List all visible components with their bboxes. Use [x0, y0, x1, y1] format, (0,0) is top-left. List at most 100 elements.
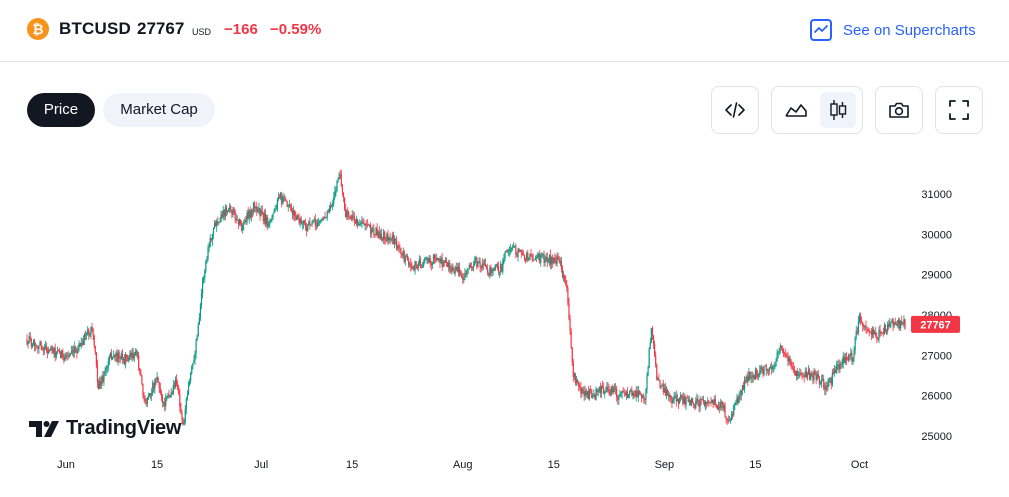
candle-body — [456, 266, 458, 272]
candle-body — [188, 380, 191, 386]
candle-body — [519, 249, 521, 252]
candle-body — [125, 354, 127, 365]
candle-body — [856, 330, 858, 333]
candle-body — [761, 366, 763, 370]
candle-body — [815, 372, 817, 380]
candle-body — [328, 208, 331, 213]
candle-body — [674, 395, 676, 397]
candle-body — [361, 221, 363, 223]
candle-body — [217, 220, 219, 223]
candle-body — [121, 353, 123, 359]
candle-body — [528, 259, 530, 261]
candle-body — [819, 383, 822, 385]
candle-body — [894, 321, 896, 325]
candle-body — [526, 252, 528, 260]
candle-body — [508, 249, 510, 252]
candle-body — [901, 320, 903, 324]
candle-body — [327, 211, 329, 213]
candle-body — [330, 206, 333, 207]
candle-body — [669, 395, 671, 398]
candle-body — [472, 265, 475, 268]
candle-body — [681, 395, 683, 399]
candle-body — [560, 260, 562, 269]
candle-body — [387, 233, 389, 241]
candle-body — [350, 217, 352, 220]
candle-body — [559, 260, 561, 263]
candle-body — [208, 246, 210, 248]
candle-series — [26, 169, 906, 426]
candle-body — [225, 207, 228, 213]
candle-body — [277, 197, 280, 200]
candle-body — [464, 273, 466, 279]
candle-body — [730, 413, 733, 421]
candle-body — [538, 254, 540, 257]
candle-body — [258, 208, 260, 212]
candle-body — [853, 350, 855, 358]
candle-body — [146, 398, 148, 405]
candle-body — [404, 257, 406, 262]
candle-body — [767, 369, 770, 371]
candle-body — [425, 258, 427, 259]
candle-body — [379, 233, 381, 239]
candle-body — [574, 374, 577, 383]
candle-body — [655, 356, 657, 366]
candle-body — [108, 357, 110, 362]
candle-body — [713, 399, 715, 405]
candle-body — [212, 228, 215, 235]
candle-body — [147, 396, 150, 399]
area-chart-button[interactable] — [778, 92, 814, 128]
x-tick-label: Jun — [57, 459, 75, 471]
candle-body — [269, 221, 271, 225]
candle-body — [649, 341, 651, 349]
candle-body — [517, 248, 519, 258]
candle-body — [177, 384, 179, 390]
candle-body — [413, 267, 415, 271]
embed-code-button[interactable] — [717, 92, 753, 128]
candle-body — [612, 389, 615, 392]
candle-body — [888, 324, 890, 327]
fullscreen-button[interactable] — [941, 92, 977, 128]
candle-body — [446, 262, 449, 267]
symbol-name: BTCUSD — [59, 19, 132, 38]
candle-body — [751, 376, 753, 378]
candle-body — [389, 237, 391, 241]
price-chart[interactable]: 25000260002700028000290003000031000 Jun1… — [0, 140, 1009, 490]
candle-body — [28, 336, 30, 343]
candle-body — [755, 369, 758, 376]
candle-body — [256, 206, 258, 213]
candle-body — [594, 394, 596, 400]
candle-body — [381, 239, 384, 241]
candle-body — [388, 237, 390, 241]
candle-body — [32, 341, 35, 345]
candle-body — [390, 239, 392, 241]
candle-body — [422, 265, 424, 268]
candle-body — [702, 399, 704, 402]
candle-body — [113, 355, 115, 358]
candle-body — [468, 264, 470, 270]
candle-body — [435, 258, 437, 260]
candle-body — [454, 270, 456, 274]
candle-body — [816, 373, 818, 380]
snapshot-button[interactable] — [881, 92, 917, 128]
candle-body — [431, 261, 433, 266]
x-tick-label: 15 — [346, 459, 358, 471]
candle-body — [439, 259, 441, 263]
candle-body — [595, 388, 597, 400]
candle-body — [106, 366, 108, 369]
fullscreen-toolbar-group — [935, 86, 983, 134]
candle-body — [190, 373, 192, 381]
candle-body — [817, 373, 819, 378]
tab-price[interactable]: Price — [27, 93, 95, 127]
candle-body — [496, 264, 499, 267]
candle-body — [898, 319, 901, 329]
candle-body — [760, 366, 762, 371]
y-tick-label: 29000 — [921, 270, 952, 282]
candle-body — [241, 223, 243, 231]
candle-body — [756, 375, 759, 377]
candlestick-chart-button[interactable] — [820, 92, 856, 128]
candle-body — [429, 258, 431, 264]
candle-body — [414, 261, 416, 271]
tab-market-cap[interactable]: Market Cap — [103, 93, 215, 127]
see-on-supercharts-link[interactable]: See on Supercharts — [810, 18, 976, 42]
candle-body — [216, 220, 218, 227]
